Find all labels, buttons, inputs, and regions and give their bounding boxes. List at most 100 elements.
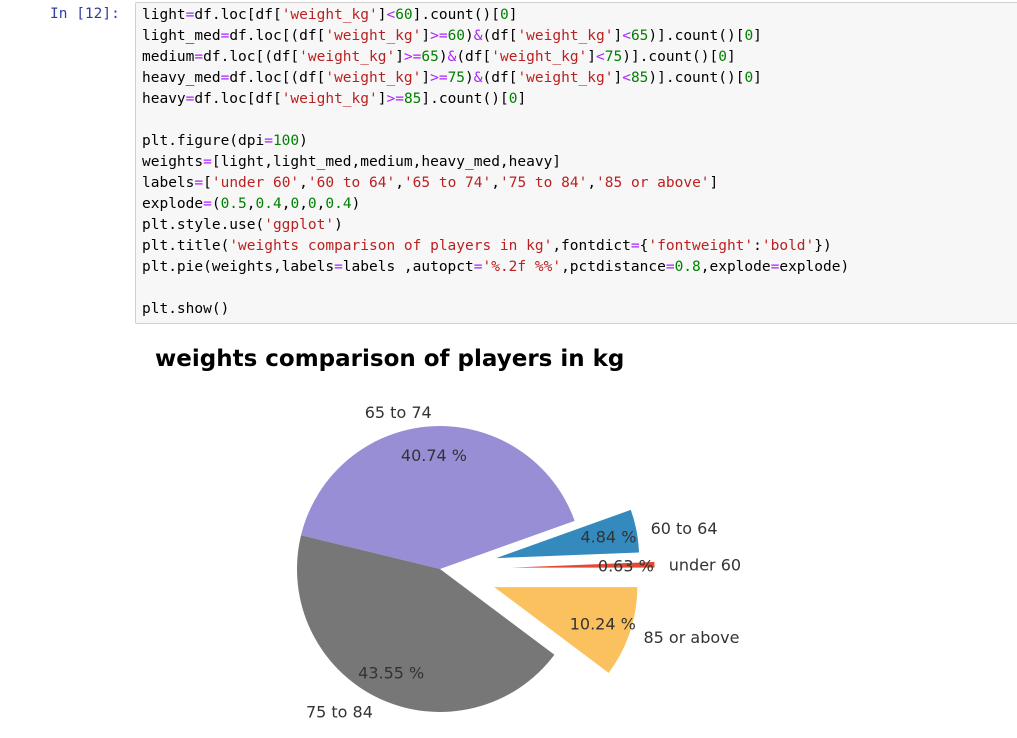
pie-slices — [297, 426, 655, 713]
code-token: = — [203, 154, 212, 170]
pie-slice-60-to-64 — [496, 509, 640, 559]
code-token: (df[ — [482, 28, 518, 44]
pie-category-label: under 60 — [669, 555, 741, 574]
code-token: ] — [587, 49, 597, 65]
code-token: ( — [211, 196, 221, 212]
pie-pct-label: 10.24 % — [570, 614, 636, 633]
code-token: ] — [753, 70, 762, 86]
code-token: = — [220, 70, 230, 86]
code-token: = — [185, 7, 195, 23]
code-token: plt.pie(weights,labels — [142, 259, 335, 275]
cell-output: weights comparison of players in kg 0.63… — [135, 330, 1017, 734]
code-line: explode=(0.5,0.4,0,0,0.4) — [142, 194, 849, 215]
code-token: = — [770, 259, 780, 275]
code-cell-input[interactable]: light=df.loc[df['weight_kg']<60].count()… — [135, 2, 1017, 324]
code-token: = — [194, 175, 204, 191]
pie-slice-75-to-84 — [297, 535, 555, 713]
pie-pct-label: 40.74 % — [401, 446, 467, 465]
pie-chart: weights comparison of players in kg 0.63… — [155, 346, 741, 721]
code-token: ].count()[ — [421, 91, 509, 107]
code-token: df.loc[df[ — [194, 91, 282, 107]
code-token: }) — [814, 238, 832, 254]
code-token: ) — [465, 28, 474, 44]
code-token: 'bold' — [761, 238, 815, 254]
code-token: (df[ — [482, 70, 518, 86]
code-token: ) — [334, 217, 343, 233]
code-token: & — [473, 70, 483, 86]
code-token: light — [142, 7, 186, 23]
code-editor[interactable]: light=df.loc[df['weight_kg']<60].count()… — [142, 5, 849, 320]
code-token: ] — [377, 7, 387, 23]
code-line: plt.title('weights comparison of players… — [142, 236, 849, 257]
code-token: 85 — [403, 91, 422, 107]
code-token: plt.show() — [142, 301, 230, 317]
code-token: ) — [351, 196, 361, 212]
code-token: '65 to 74' — [403, 175, 492, 191]
code-token: < — [596, 49, 605, 65]
pie-slice-under-60 — [511, 561, 655, 568]
pie-pct-label: 4.84 % — [580, 527, 636, 546]
code-line: light_med=df.loc[(df['weight_kg']>=60)&(… — [142, 26, 849, 47]
code-token: >= — [430, 70, 448, 86]
code-line: plt.style.use('ggplot') — [142, 215, 849, 236]
code-token: 0 — [290, 196, 300, 212]
code-token: 65 — [421, 49, 439, 65]
code-token: explode — [142, 196, 204, 212]
code-line: plt.show() — [142, 299, 849, 320]
code-token: '60 to 64' — [307, 175, 396, 191]
code-line: heavy=df.loc[df['weight_kg']>=85].count(… — [142, 89, 849, 110]
code-token: ] — [508, 7, 518, 23]
code-token: ) — [299, 133, 308, 149]
code-token: , — [491, 175, 500, 191]
code-token: heavy_med — [142, 70, 221, 86]
code-token: 85 — [630, 70, 649, 86]
code-token: < — [622, 28, 631, 44]
code-token: labels ,autopct — [342, 259, 474, 275]
code-token: [light,light_med,medium,heavy_med,heavy] — [211, 154, 562, 170]
code-token: 0.4 — [255, 196, 282, 212]
code-token: 60 — [395, 7, 413, 23]
code-token: 60 — [447, 28, 466, 44]
pie-labels: 0.63 % under 60 4.84 % 60 to 64 40.74 % 65 to… — [306, 403, 741, 721]
code-token: 0 — [307, 196, 317, 212]
code-token: { — [639, 238, 649, 254]
code-line: medium=df.loc[(df['weight_kg']>=65)&(df[… — [142, 47, 849, 68]
code-token: , — [299, 196, 308, 212]
code-token: ,explode — [700, 259, 771, 275]
code-line — [142, 110, 849, 131]
code-token: ] — [395, 49, 404, 65]
code-line: labels=['under 60','60 to 64','65 to 74'… — [142, 173, 849, 194]
code-token: , — [299, 175, 308, 191]
code-token: ].count()[ — [412, 7, 500, 23]
pie-category-label: 85 or above — [643, 628, 739, 647]
code-token: 'weight_kg' — [299, 49, 396, 65]
code-token: df.loc[(df[ — [229, 70, 326, 86]
code-line: plt.pie(weights,labels=labels ,autopct='… — [142, 257, 849, 278]
code-token: = — [203, 196, 212, 212]
code-token: 'weight_kg' — [517, 70, 614, 86]
code-token: ] — [377, 91, 387, 107]
code-token: = — [220, 28, 230, 44]
code-token: , — [316, 196, 326, 212]
pie-category-label: 65 to 74 — [365, 403, 432, 422]
code-token: )].count()[ — [648, 28, 745, 44]
code-token: < — [386, 7, 396, 23]
code-token: 0 — [508, 91, 518, 107]
code-token: = — [194, 49, 204, 65]
code-token: : — [753, 238, 762, 254]
code-token: ] — [421, 70, 431, 86]
code-token: df.loc[(df[ — [229, 28, 326, 44]
code-token: '%.2f %%' — [482, 259, 562, 275]
pie-pct-label: 0.63 % — [598, 556, 654, 575]
code-token: ] — [421, 28, 431, 44]
code-token: 75 — [604, 49, 623, 65]
code-token: , — [281, 196, 291, 212]
code-token: 'weight_kg' — [325, 28, 422, 44]
code-token: plt.title( — [142, 238, 230, 254]
code-token: heavy — [142, 91, 186, 107]
code-token: = — [334, 259, 343, 275]
code-token: ] — [517, 91, 527, 107]
code-token: ) — [465, 70, 474, 86]
code-token: '75 to 84' — [500, 175, 588, 191]
code-token: 'weight_kg' — [517, 28, 614, 44]
